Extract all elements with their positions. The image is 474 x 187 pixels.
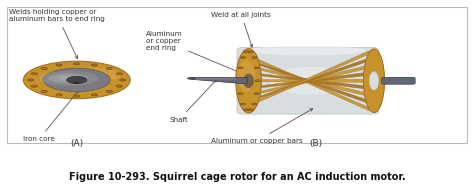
Polygon shape	[248, 72, 369, 89]
Circle shape	[73, 95, 80, 97]
Text: Shaft: Shaft	[170, 79, 217, 122]
Circle shape	[56, 64, 63, 66]
Circle shape	[91, 64, 98, 66]
Text: (A): (A)	[70, 139, 83, 148]
Text: Welds holding copper or
aluminum bars to end ring: Welds holding copper or aluminum bars to…	[9, 9, 105, 59]
Ellipse shape	[369, 71, 379, 90]
Circle shape	[248, 51, 254, 53]
Circle shape	[252, 57, 257, 59]
Ellipse shape	[236, 49, 261, 113]
Text: Aluminum
or copper
end ring: Aluminum or copper end ring	[146, 31, 240, 73]
Circle shape	[254, 93, 260, 95]
Circle shape	[41, 90, 47, 93]
Circle shape	[254, 67, 260, 69]
Circle shape	[244, 109, 249, 111]
Ellipse shape	[237, 60, 255, 91]
Ellipse shape	[244, 74, 254, 88]
Polygon shape	[248, 79, 369, 82]
Circle shape	[252, 103, 257, 105]
Circle shape	[237, 67, 243, 69]
Circle shape	[41, 68, 47, 70]
Text: (B): (B)	[310, 139, 322, 148]
Circle shape	[56, 94, 63, 96]
Circle shape	[31, 73, 37, 75]
Ellipse shape	[364, 49, 384, 113]
Circle shape	[73, 63, 80, 65]
Circle shape	[106, 90, 112, 93]
FancyBboxPatch shape	[237, 47, 379, 114]
Circle shape	[23, 61, 130, 99]
Bar	[7, 7, 467, 143]
Circle shape	[116, 73, 122, 75]
Polygon shape	[248, 51, 369, 106]
Text: Figure 10-293. Squirrel cage rotor for an AC induction motor.: Figure 10-293. Squirrel cage rotor for a…	[69, 172, 405, 182]
Circle shape	[237, 93, 243, 95]
Circle shape	[27, 79, 34, 81]
Circle shape	[116, 85, 122, 87]
FancyBboxPatch shape	[195, 78, 236, 80]
Ellipse shape	[369, 70, 379, 92]
Polygon shape	[248, 65, 369, 96]
Polygon shape	[191, 77, 247, 84]
Ellipse shape	[58, 76, 78, 81]
Circle shape	[244, 51, 249, 53]
Circle shape	[91, 94, 98, 96]
Polygon shape	[248, 65, 369, 96]
Circle shape	[237, 80, 242, 82]
Polygon shape	[248, 59, 369, 104]
Polygon shape	[248, 72, 369, 89]
Ellipse shape	[247, 46, 366, 56]
Polygon shape	[74, 82, 79, 84]
Circle shape	[31, 85, 37, 87]
Circle shape	[255, 80, 260, 82]
Polygon shape	[248, 55, 369, 111]
FancyBboxPatch shape	[382, 77, 415, 84]
Polygon shape	[248, 58, 369, 102]
Circle shape	[106, 68, 112, 70]
Text: Iron core: Iron core	[23, 90, 79, 142]
Ellipse shape	[270, 67, 353, 95]
Text: Weld at all joints: Weld at all joints	[211, 12, 271, 47]
Circle shape	[119, 79, 126, 81]
Ellipse shape	[48, 73, 89, 83]
Circle shape	[43, 68, 110, 92]
Ellipse shape	[187, 77, 196, 79]
Circle shape	[66, 76, 87, 84]
Ellipse shape	[38, 71, 99, 86]
Circle shape	[240, 103, 246, 105]
Circle shape	[240, 57, 246, 59]
Text: Aluminum or copper bars: Aluminum or copper bars	[211, 109, 313, 144]
Ellipse shape	[364, 49, 384, 113]
Ellipse shape	[51, 68, 121, 83]
Circle shape	[248, 109, 254, 111]
